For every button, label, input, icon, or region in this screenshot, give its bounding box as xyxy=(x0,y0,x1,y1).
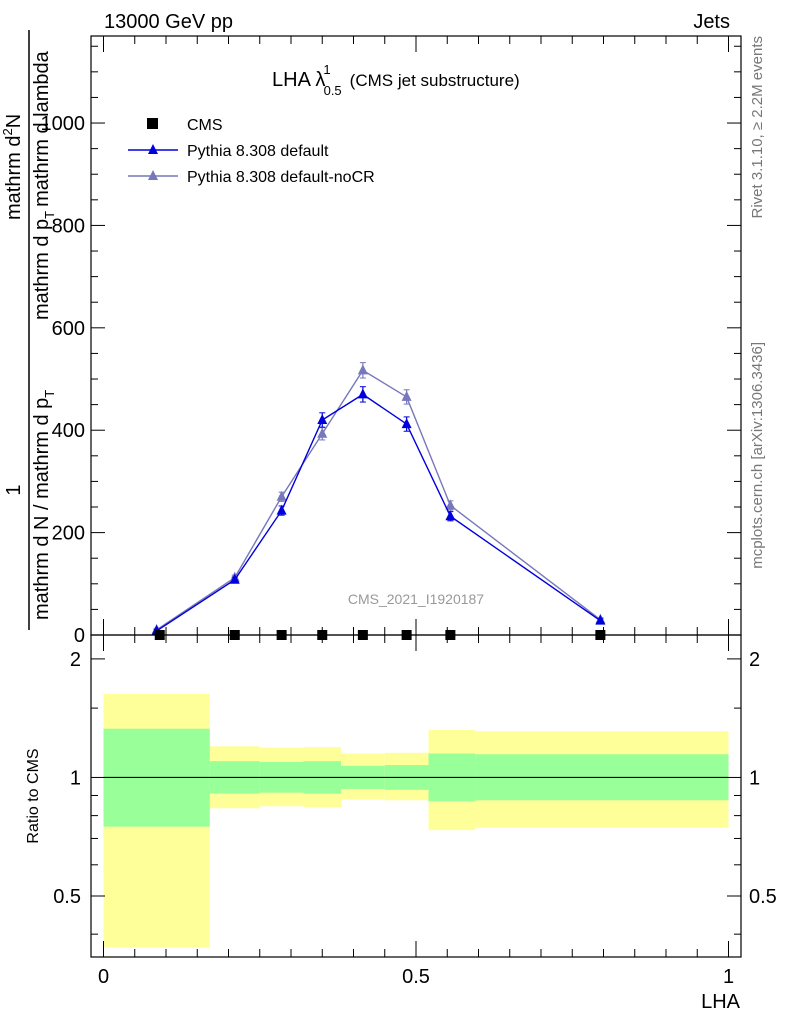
ratio-y-tick-label: 1 xyxy=(70,767,81,789)
plot-title-main: LHA λ xyxy=(272,69,325,91)
y-label-rhs-bottom2: mathrm d lambda xyxy=(31,50,53,206)
data-point-default xyxy=(229,573,240,584)
legend-marker-nocr xyxy=(148,170,158,180)
y-label-rhs-top2: N xyxy=(3,114,25,128)
ratio-y-tick-label-right: 0.5 xyxy=(749,886,777,908)
x-tick-label: 0 xyxy=(98,966,109,988)
data-point-nocr xyxy=(445,499,456,510)
plot-title: LHA λ1 0.5 (CMS jet substructure) xyxy=(272,62,520,98)
ratio-y-tick-label-right: 1 xyxy=(749,767,760,789)
x-axis-label: LHA xyxy=(701,991,741,1013)
legend: CMS Pythia 8.308 default Pythia 8.308 de… xyxy=(128,117,375,186)
header-right: Jets xyxy=(693,11,730,33)
legend-marker-default xyxy=(148,144,158,154)
ratio-y-tick-label-right: 2 xyxy=(749,649,760,671)
header-left: 13000 GeV pp xyxy=(104,11,233,33)
y-axis-label-ratio: Ratio to CMS xyxy=(25,748,42,843)
ratio-plot: 0 0.5 1 0.5 0.5 1 1 2 2 xyxy=(53,634,777,988)
plot-title-suffix: (CMS jet substructure) xyxy=(350,71,520,90)
data-point-nocr xyxy=(317,427,328,438)
plot-title-subscript: 0.5 xyxy=(324,83,342,98)
y-tick-label: 600 xyxy=(52,318,85,340)
y-label-rhs-numerator: mathrm d2N xyxy=(0,114,25,220)
y-label-rhs-bottom: mathrm d p xyxy=(31,219,53,320)
data-point-nocr xyxy=(401,390,412,401)
series-line-nocr xyxy=(156,369,601,631)
legend-marker-cms xyxy=(147,118,158,129)
data-point-default xyxy=(276,504,287,515)
y-label-numerator: 1 xyxy=(3,484,25,495)
plot-title-superscript: 1 xyxy=(323,62,330,77)
data-point-nocr xyxy=(357,364,368,375)
legend-label-default: Pythia 8.308 default xyxy=(187,143,329,160)
y-label-rhs-bottom-sub: T xyxy=(42,211,57,219)
mcplots-source-text: mcplots.cern.ch [arXiv:1306.3436] xyxy=(749,342,766,569)
data-point-default xyxy=(357,388,368,399)
x-tick-label: 0.5 xyxy=(402,966,430,988)
data-point-default xyxy=(401,418,412,429)
data-point-default xyxy=(595,614,606,625)
y-axis-label-main: 1 mathrm d N / mathrm d pT mathrm d2N ma… xyxy=(0,30,57,630)
y-label-rhs-top: mathrm d xyxy=(3,136,25,220)
data-point-default xyxy=(317,413,328,424)
main-plot: 0 200 400 600 800 1000 xyxy=(41,35,742,647)
y-label-rhs-denominator: mathrm d pTmathrm d lambda xyxy=(31,50,57,320)
y-label-den-top: mathrm d N / mathrm d p xyxy=(31,398,53,620)
data-point-default xyxy=(445,510,456,521)
y-tick-label: 800 xyxy=(52,215,85,237)
series-line-default xyxy=(156,393,601,632)
y-tick-label: 1000 xyxy=(41,113,86,135)
y-tick-label: 200 xyxy=(52,523,85,545)
x-tick-label: 1 xyxy=(723,966,734,988)
rivet-version-text: Rivet 3.1.10, ≥ 2.2M events xyxy=(749,36,766,219)
y-tick-label: 400 xyxy=(52,420,85,442)
ratio-y-tick-label: 2 xyxy=(70,649,81,671)
y-label-rhs-sup: 2 xyxy=(0,128,15,135)
analysis-watermark: CMS_2021_I1920187 xyxy=(348,591,484,607)
data-point-nocr xyxy=(276,490,287,501)
y-label-den-sub: T xyxy=(42,390,57,398)
y-tick-label: 0 xyxy=(74,625,85,647)
ratio-y-tick-label: 0.5 xyxy=(53,886,81,908)
legend-label-nocr: Pythia 8.308 default-noCR xyxy=(187,169,375,186)
legend-label-cms: CMS xyxy=(187,117,223,134)
y-label-denominator: mathrm d N / mathrm d pT xyxy=(31,390,57,620)
